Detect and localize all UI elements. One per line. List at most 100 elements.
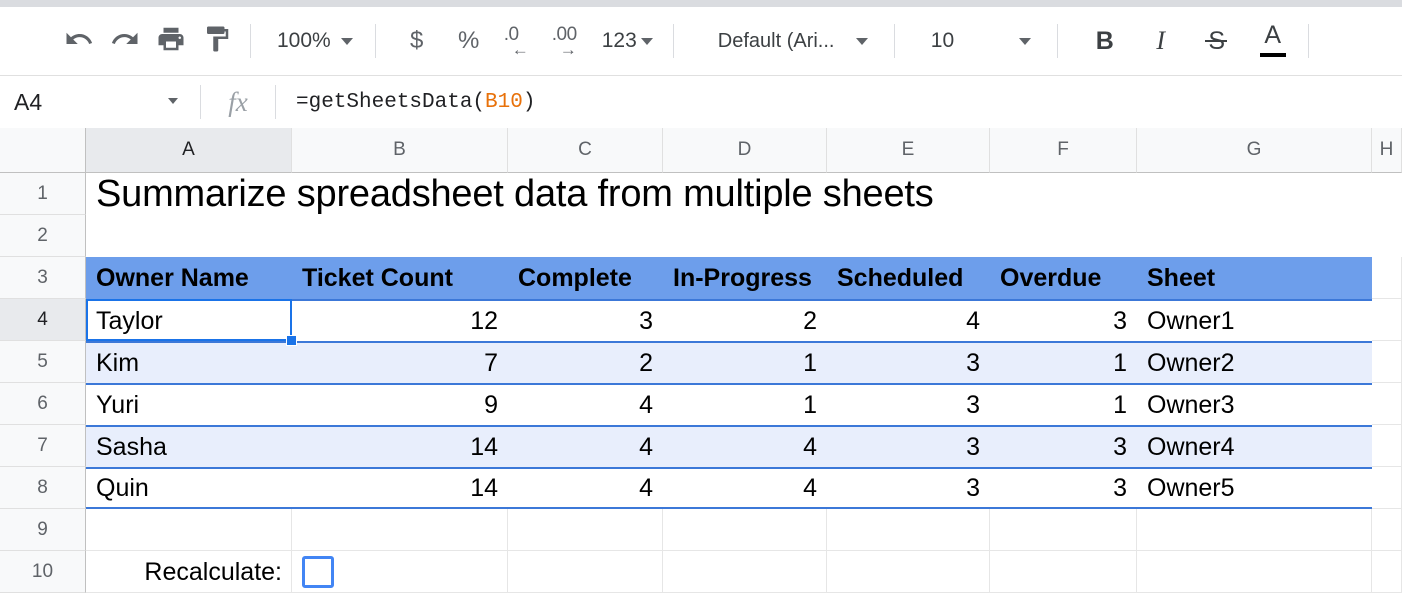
row-header-8[interactable]: 8 bbox=[0, 467, 86, 509]
column-header-d[interactable]: D bbox=[663, 128, 827, 173]
table-row-cell[interactable]: 14 bbox=[292, 467, 508, 509]
row-header-2[interactable]: 2 bbox=[0, 215, 86, 257]
table-row-cell[interactable]: Owner4 bbox=[1137, 425, 1372, 467]
table-row-cell[interactable]: Taylor bbox=[86, 299, 292, 341]
row-header-4[interactable]: 4 bbox=[0, 299, 86, 341]
table-row-cell[interactable]: Owner5 bbox=[1137, 467, 1372, 509]
grid-cell[interactable] bbox=[508, 509, 663, 551]
table-header-cell[interactable]: Owner Name bbox=[86, 257, 292, 299]
grid-cell[interactable] bbox=[1372, 341, 1402, 383]
table-header-cell[interactable]: Overdue bbox=[990, 257, 1137, 299]
fill-handle[interactable] bbox=[286, 335, 297, 346]
table-row-cell[interactable]: 1 bbox=[990, 341, 1137, 383]
row-header-1[interactable]: 1 bbox=[0, 173, 86, 215]
italic-button[interactable]: I bbox=[1138, 18, 1184, 64]
row-header-10[interactable]: 10 bbox=[0, 551, 86, 593]
column-header-h[interactable]: H bbox=[1372, 128, 1402, 173]
table-row-cell[interactable]: Yuri bbox=[86, 383, 292, 425]
table-row-cell[interactable]: 9 bbox=[292, 383, 508, 425]
table-row-cell[interactable]: 3 bbox=[827, 383, 990, 425]
table-row-cell[interactable]: 3 bbox=[827, 341, 990, 383]
grid-cell[interactable] bbox=[292, 551, 508, 593]
column-header-g[interactable]: G bbox=[1137, 128, 1372, 173]
table-row-cell[interactable]: 4 bbox=[508, 425, 663, 467]
grid-cell[interactable] bbox=[292, 509, 508, 551]
grid-cell[interactable] bbox=[508, 551, 663, 593]
strikethrough-button[interactable]: S bbox=[1194, 18, 1240, 64]
grid-cell[interactable] bbox=[86, 551, 292, 593]
recalculate-checkbox[interactable] bbox=[302, 556, 334, 588]
grid-cell[interactable] bbox=[1372, 425, 1402, 467]
print-button[interactable] bbox=[148, 18, 194, 64]
table-row-cell[interactable]: Owner3 bbox=[1137, 383, 1372, 425]
grid-cell[interactable] bbox=[1137, 551, 1372, 593]
grid-cell[interactable] bbox=[86, 509, 292, 551]
table-row-cell[interactable]: 12 bbox=[292, 299, 508, 341]
grid-cell[interactable] bbox=[1372, 509, 1402, 551]
row-header-7[interactable]: 7 bbox=[0, 425, 86, 467]
table-row-cell[interactable]: 2 bbox=[663, 299, 827, 341]
table-row-cell[interactable]: Kim bbox=[86, 341, 292, 383]
bold-button[interactable]: B bbox=[1082, 18, 1128, 64]
column-header-b[interactable]: B bbox=[292, 128, 508, 173]
undo-button[interactable] bbox=[56, 18, 102, 64]
table-row-cell[interactable]: Owner2 bbox=[1137, 341, 1372, 383]
title-cell[interactable]: Summarize spreadsheet data from multiple… bbox=[86, 173, 1402, 215]
table-row-cell[interactable]: 1 bbox=[990, 383, 1137, 425]
redo-button[interactable] bbox=[102, 18, 148, 64]
table-row-cell[interactable]: 3 bbox=[990, 299, 1137, 341]
table-row-cell[interactable]: 3 bbox=[827, 425, 990, 467]
table-row-cell[interactable]: 7 bbox=[292, 341, 508, 383]
grid-cell[interactable] bbox=[990, 509, 1137, 551]
font-size-select[interactable]: 10 bbox=[921, 18, 1041, 64]
column-header-f[interactable]: F bbox=[990, 128, 1137, 173]
column-header-e[interactable]: E bbox=[827, 128, 990, 173]
table-row-cell[interactable]: 4 bbox=[508, 383, 663, 425]
row-header-5[interactable]: 5 bbox=[0, 341, 86, 383]
column-header-c[interactable]: C bbox=[508, 128, 663, 173]
number-format-control[interactable]: 123 bbox=[596, 18, 659, 64]
row-header-9[interactable]: 9 bbox=[0, 509, 86, 551]
grid-cell[interactable] bbox=[827, 509, 990, 551]
grid-cell[interactable] bbox=[1137, 509, 1372, 551]
row-header-6[interactable]: 6 bbox=[0, 383, 86, 425]
table-row-cell[interactable]: 4 bbox=[827, 299, 990, 341]
table-row-cell[interactable]: 3 bbox=[990, 467, 1137, 509]
formula-input[interactable]: =getSheetsData(B10) bbox=[276, 76, 1402, 128]
table-row-cell[interactable]: Sasha bbox=[86, 425, 292, 467]
recalculate-checkbox-cell[interactable] bbox=[292, 551, 508, 593]
grid-cell[interactable] bbox=[663, 551, 827, 593]
grid-cell[interactable] bbox=[1372, 383, 1402, 425]
table-row-cell[interactable]: 4 bbox=[663, 467, 827, 509]
grid-cell[interactable] bbox=[827, 551, 990, 593]
table-row-cell[interactable]: 3 bbox=[827, 467, 990, 509]
table-header-cell[interactable]: Sheet bbox=[1137, 257, 1372, 299]
table-row-cell[interactable]: Owner1 bbox=[1137, 299, 1372, 341]
table-row-cell[interactable]: Quin bbox=[86, 467, 292, 509]
grid-cell[interactable] bbox=[1372, 551, 1402, 593]
table-row-cell[interactable]: 4 bbox=[663, 425, 827, 467]
increase-decimal-button[interactable]: .00 → bbox=[546, 18, 592, 64]
grid-cell[interactable] bbox=[990, 551, 1137, 593]
table-row-cell[interactable]: 1 bbox=[663, 383, 827, 425]
grid-cell[interactable] bbox=[663, 509, 827, 551]
table-header-cell[interactable]: Ticket Count bbox=[292, 257, 508, 299]
grid-cell[interactable] bbox=[1372, 299, 1402, 341]
currency-format-button[interactable]: $ bbox=[394, 18, 440, 64]
decrease-decimal-button[interactable]: .0 ← bbox=[498, 18, 544, 64]
table-row-cell[interactable]: 2 bbox=[508, 341, 663, 383]
table-row-cell[interactable]: 14 bbox=[292, 425, 508, 467]
table-header-cell[interactable]: In-Progress bbox=[663, 257, 827, 299]
table-header-cell[interactable]: Complete bbox=[508, 257, 663, 299]
font-family-select[interactable]: Default (Ari... bbox=[710, 18, 876, 64]
grid-cell[interactable] bbox=[1372, 467, 1402, 509]
column-header-a[interactable]: A bbox=[86, 128, 292, 173]
grid-cell[interactable] bbox=[1372, 257, 1402, 299]
select-all-corner[interactable] bbox=[0, 128, 86, 173]
table-row-cell[interactable]: 1 bbox=[663, 341, 827, 383]
table-header-cell[interactable]: Scheduled bbox=[827, 257, 990, 299]
percent-format-button[interactable]: % bbox=[446, 18, 492, 64]
text-color-button[interactable]: A bbox=[1250, 18, 1296, 64]
zoom-control[interactable]: 100% bbox=[271, 18, 359, 64]
table-row-cell[interactable]: 4 bbox=[508, 467, 663, 509]
